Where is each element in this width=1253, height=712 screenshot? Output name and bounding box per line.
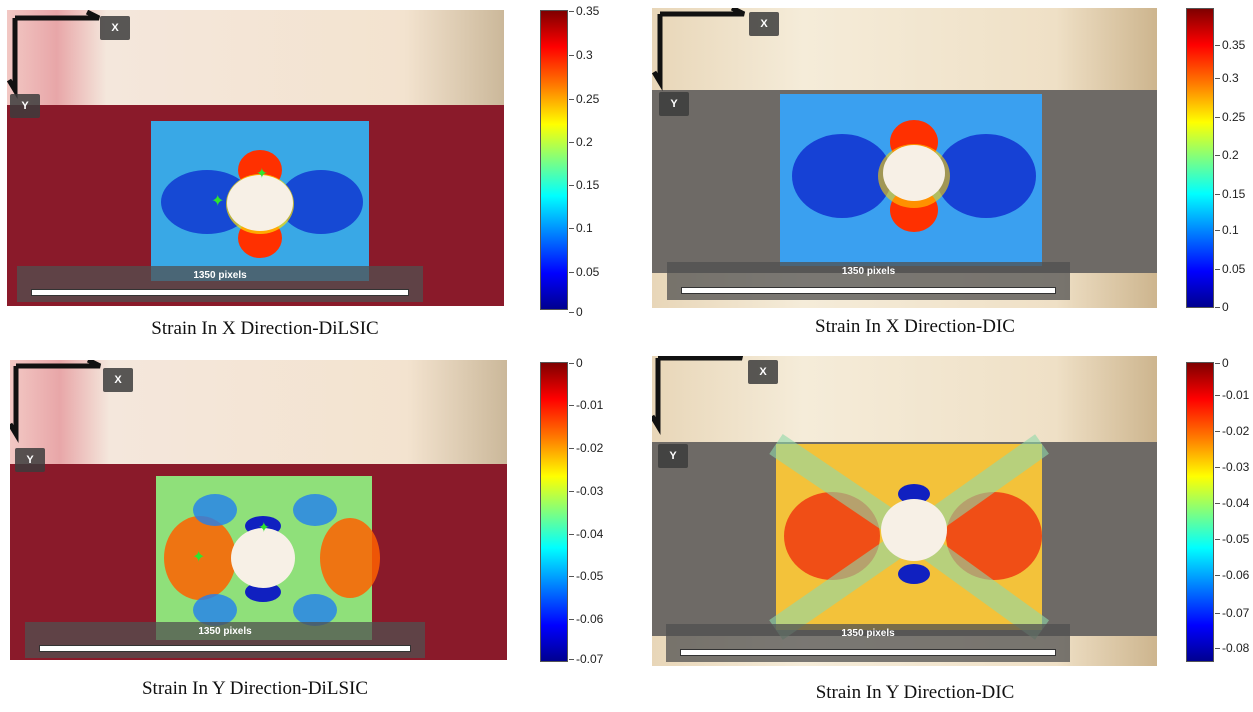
caption: Strain In Y Direction-DiLSIC: [141, 678, 369, 699]
caption: Strain In X Direction-DiLSIC: [151, 318, 379, 339]
colorbar-gradient: [1186, 8, 1214, 308]
colorbar-tick: 0.15: [568, 178, 600, 192]
scale-bar-line: [31, 289, 409, 296]
colorbar-gradient: [540, 362, 568, 662]
strain-x-dic-image: X Y 1350 pixels: [652, 8, 1157, 308]
panel-strain-x-dic: X Y 1350 pixels 0.35 0.3 0.25 0.2 0.15 0…: [640, 0, 1253, 356]
scale-bar-line: [39, 645, 411, 652]
y-axis-tag: Y: [658, 444, 688, 468]
x-axis-tag: X: [103, 368, 133, 392]
colorbar-tick: -0.02: [568, 441, 604, 455]
panel-strain-y-dilsic: ✦ ✦ X Y 1350 pixels 0 -0.01 -0.02 -0.03 …: [0, 356, 620, 712]
colorbar-tick: -0.04: [1214, 496, 1250, 510]
colorbar-tick: 0.25: [1214, 110, 1246, 124]
colorbar-tick: -0.04: [568, 527, 604, 541]
colorbar-tick: 0.35: [1214, 38, 1246, 52]
panel-strain-x-dilsic: ✦ ✦ X Y 1350 pixels 0.35 0.3 0.25 0.2 0.…: [0, 0, 620, 356]
colorbar-tick: 0: [1215, 300, 1229, 314]
scale-bar-label: 1350 pixels: [198, 626, 252, 637]
colorbar-tick: 0.1: [1215, 223, 1239, 237]
colorbar-tick: 0.2: [569, 135, 593, 149]
x-axis-tag: X: [749, 12, 779, 36]
scale-bar-label: 1350 pixels: [193, 270, 247, 281]
scale-bar-line: [680, 649, 1056, 656]
colorbar-tick: -0.01: [1214, 388, 1250, 402]
colorbar-tick: -0.06: [1214, 568, 1250, 582]
caption: Strain In X Direction-DIC: [815, 316, 1015, 337]
x-axis-tag: X: [748, 360, 778, 384]
colorbar-tick: 0.1: [569, 221, 593, 235]
colorbar-tick: -0.05: [1214, 532, 1250, 546]
colorbar-tick: 0.05: [1214, 262, 1246, 276]
colorbar-gradient: [540, 10, 568, 310]
caption: Strain In Y Direction-DIC: [815, 682, 1015, 703]
colorbar-tick: 0: [569, 305, 583, 319]
colorbar-tick: 0.25: [568, 92, 600, 106]
colorbar-gradient: [1186, 362, 1214, 662]
scale-bar-label: 1350 pixels: [841, 266, 896, 277]
colorbar-tick: -0.02: [1214, 424, 1250, 438]
scale-bar-label: 1350 pixels: [841, 628, 895, 639]
colorbar-tick: -0.06: [568, 612, 604, 626]
svg-text:✦: ✦: [256, 165, 268, 181]
strain-y-dilsic-image: ✦ ✦ X Y 1350 pixels: [10, 360, 507, 660]
colorbar-tick: 0.05: [568, 265, 600, 279]
y-axis-tag: Y: [15, 448, 45, 472]
x-axis-tag: X: [100, 16, 130, 40]
svg-text:✦: ✦: [192, 549, 205, 566]
colorbar-tick: 0: [569, 356, 583, 370]
colorbar-tick: -0.03: [568, 484, 604, 498]
y-axis-tag: Y: [659, 92, 689, 116]
scale-bar: 1350 pixels: [667, 262, 1070, 300]
colorbar-tick: 0.3: [569, 48, 593, 62]
colorbar-tick: 0: [1215, 356, 1229, 370]
colorbar-tick: -0.08: [1214, 641, 1250, 655]
colorbar-tick: -0.03: [1214, 460, 1250, 474]
svg-text:✦: ✦: [211, 193, 224, 210]
scale-bar: 1350 pixels: [666, 624, 1070, 662]
strain-y-dic-image: X Y 1350 pixels: [652, 356, 1157, 666]
panel-strain-y-dic: X Y 1350 pixels 0 -0.01 -0.02 -0.03 -0.0…: [640, 356, 1253, 712]
colorbar-tick: -0.05: [568, 569, 604, 583]
colorbar-tick: -0.07: [568, 652, 604, 666]
colorbar-tick: 0.2: [1215, 148, 1239, 162]
y-axis-tag: Y: [10, 94, 40, 118]
scale-bar-line: [681, 287, 1056, 294]
strain-x-dilsic-image: ✦ ✦ X Y 1350 pixels: [7, 10, 504, 306]
scale-bar: 1350 pixels: [25, 622, 425, 658]
svg-text:✦: ✦: [258, 519, 270, 535]
colorbar-tick: -0.07: [1214, 606, 1250, 620]
colorbar-tick: -0.01: [568, 398, 604, 412]
colorbar-tick: 0.15: [1214, 187, 1246, 201]
colorbar-tick: 0.3: [1215, 71, 1239, 85]
colorbar-tick: 0.35: [568, 4, 600, 18]
scale-bar: 1350 pixels: [17, 266, 423, 302]
